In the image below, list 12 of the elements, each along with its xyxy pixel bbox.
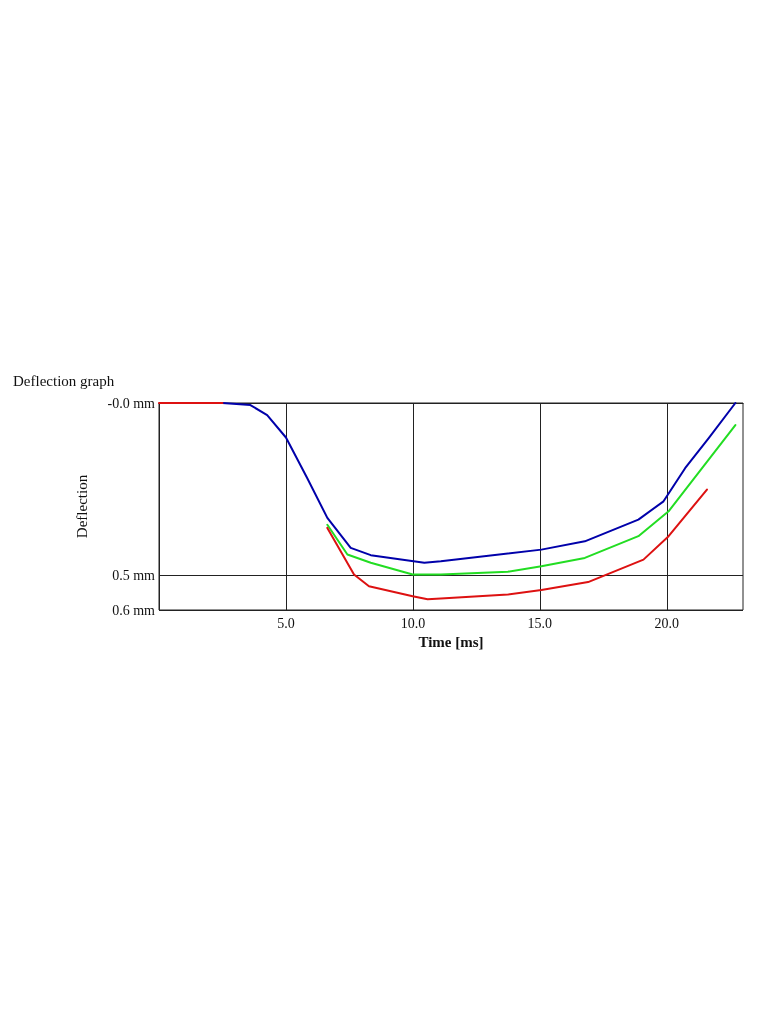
x-tick-label: 15.0 (527, 615, 553, 631)
x-tick-label: 20.0 (654, 615, 680, 631)
y-tick-label: -0.0 mm (107, 395, 156, 411)
y-axis-title: Deflection (73, 474, 90, 539)
line-series (326, 424, 737, 576)
x-axis-title: Time [ms] (418, 633, 484, 650)
y-tick-label: 0.5 mm (112, 568, 156, 583)
x-tick-label: 5.0 (277, 615, 295, 631)
chart-title: Deflection graph (13, 372, 115, 389)
x-tick-label: 10.0 (400, 615, 426, 631)
line-series (221, 402, 737, 564)
y-tick-label: 0.6 mm (112, 602, 156, 618)
